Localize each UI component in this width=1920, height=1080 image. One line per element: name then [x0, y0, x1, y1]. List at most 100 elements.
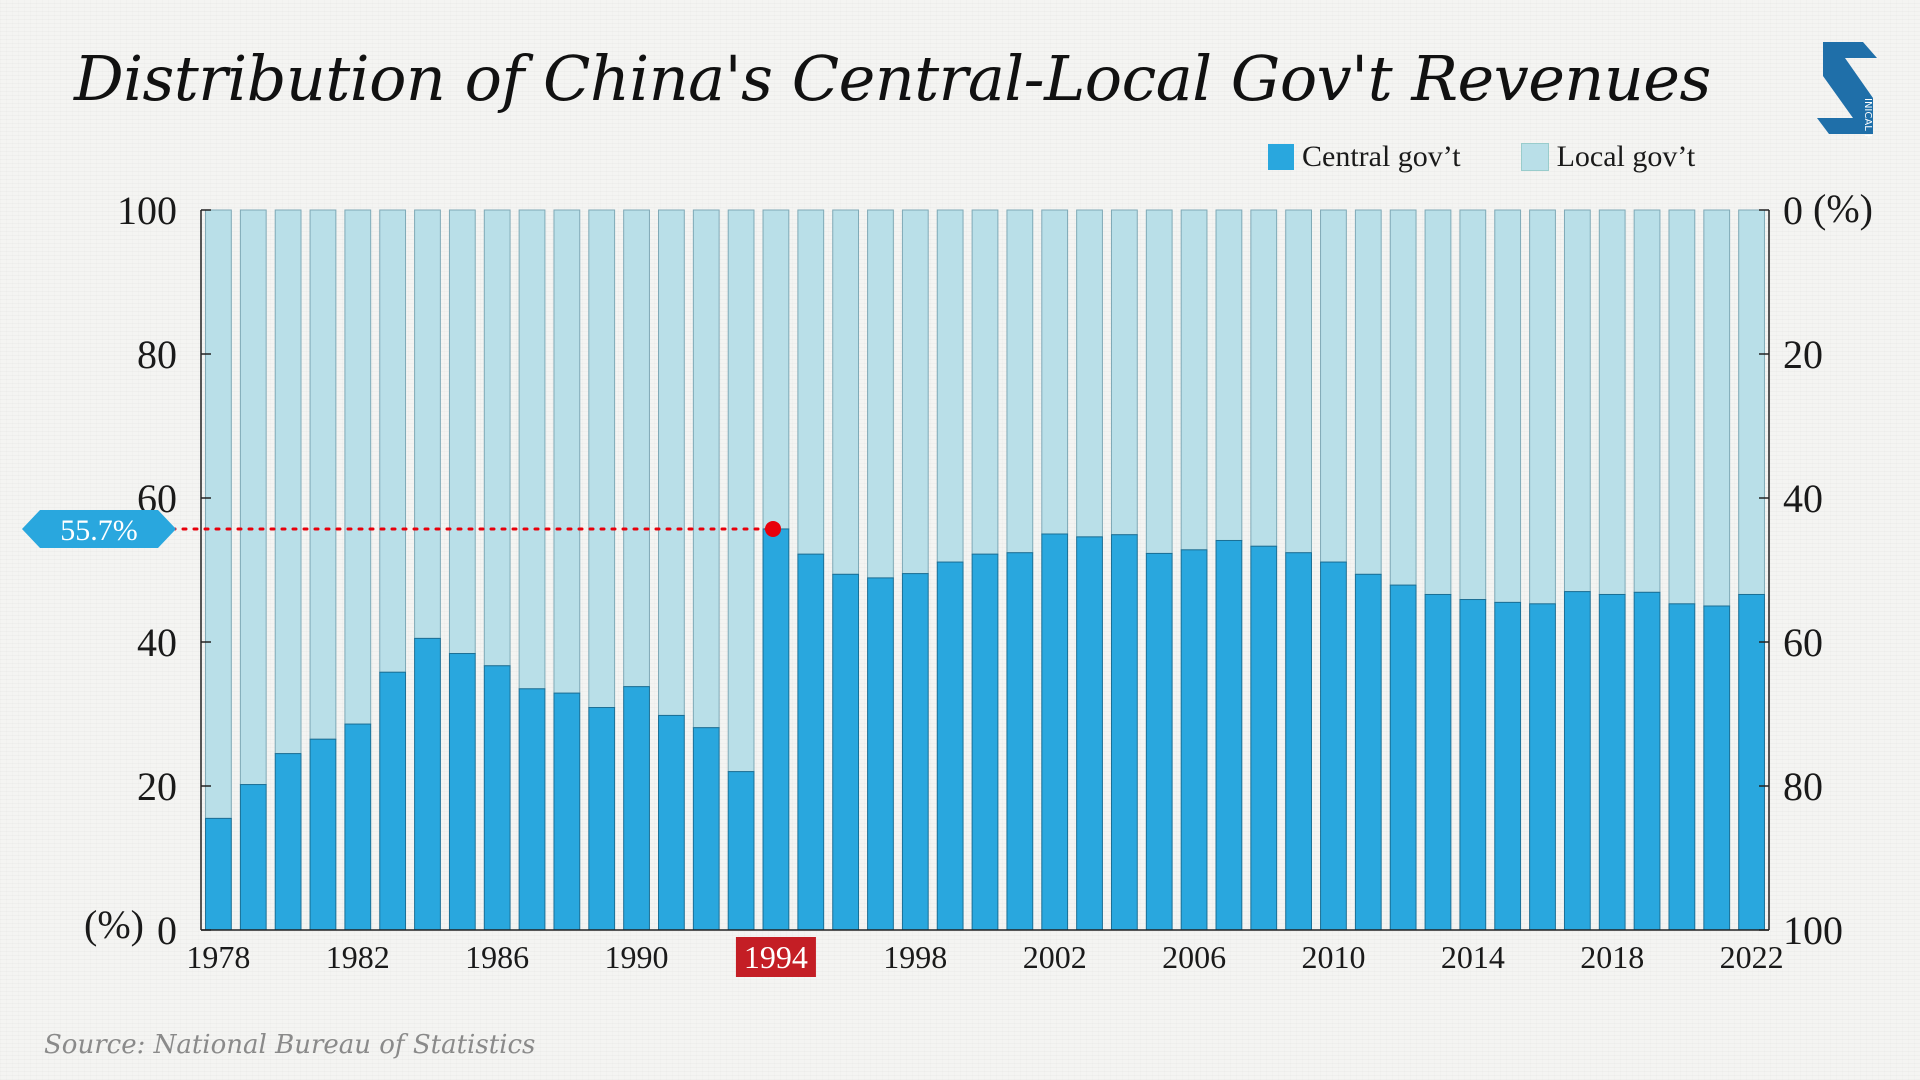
bar-local-2008 — [1250, 209, 1278, 547]
x-tick-label: 1982 — [326, 939, 390, 975]
x-tick-label: 1990 — [605, 939, 669, 975]
bar-local-1982 — [344, 209, 372, 725]
bar-local-1980 — [274, 209, 302, 755]
bar-central-1978 — [205, 817, 232, 931]
bar-local-1999 — [936, 209, 964, 563]
bar-local-1979 — [239, 209, 267, 786]
bar-central-2009 — [1285, 552, 1312, 931]
bar-local-1986 — [483, 209, 511, 667]
bar-central-2005 — [1145, 552, 1173, 931]
x-tick-label: 1986 — [465, 939, 529, 975]
bar-central-2018 — [1598, 593, 1626, 931]
bar-central-1999 — [936, 561, 964, 931]
bar-central-2002 — [1041, 533, 1069, 931]
bar-local-2017 — [1563, 209, 1591, 593]
y-right-tick-label: 20 — [1783, 332, 1823, 377]
legend-label-central: Central gov’t — [1302, 140, 1461, 173]
y-right-tick-label: 40 — [1783, 476, 1823, 521]
legend-swatch-central — [1268, 144, 1294, 170]
x-tick-label: 2002 — [1023, 939, 1087, 975]
logo-mark — [1817, 42, 1877, 134]
bar-central-2011 — [1354, 573, 1382, 931]
bar-central-1987 — [518, 688, 546, 931]
x-tick-label: 2018 — [1580, 939, 1644, 975]
bar-central-2013 — [1424, 593, 1452, 931]
bar-central-2010 — [1320, 561, 1347, 931]
y-right-unit-label: (%) — [1813, 186, 1873, 231]
bar-local-2007 — [1215, 209, 1243, 541]
bar-local-2011 — [1354, 209, 1382, 575]
annotation-group: 55.7% — [22, 509, 782, 548]
x-tick-label: 1998 — [883, 939, 947, 975]
bar-local-2012 — [1389, 209, 1417, 586]
logo-text: INICAL HINA — [1862, 98, 1873, 138]
bar-local-2006 — [1180, 209, 1208, 551]
bar-central-2014 — [1459, 599, 1487, 931]
source-note: Source: National Bureau of Statistics — [44, 1030, 536, 1060]
bar-local-2019 — [1633, 209, 1661, 593]
bar-local-1996 — [832, 209, 860, 575]
bar-local-1998 — [901, 209, 929, 575]
legend-label-local: Local gov’t — [1556, 140, 1696, 173]
y-left-tick-label: 100 — [117, 188, 177, 233]
bar-local-2020 — [1668, 209, 1696, 605]
bar-local-2013 — [1424, 209, 1452, 595]
bar-local-1978 — [205, 209, 232, 819]
bar-central-2022 — [1738, 593, 1765, 931]
bar-central-1998 — [901, 573, 929, 931]
bar-central-2000 — [971, 553, 999, 931]
bar-local-1985 — [448, 209, 476, 655]
bar-central-1996 — [832, 573, 860, 931]
legend-item-central: Central gov’t — [1268, 140, 1461, 174]
annotation-callout-label: 55.7% — [60, 514, 138, 547]
bar-local-2021 — [1703, 209, 1731, 607]
bar-central-2020 — [1668, 603, 1696, 931]
bar-central-1982 — [344, 723, 372, 931]
bar-local-2004 — [1110, 209, 1138, 536]
bar-local-1981 — [309, 209, 337, 740]
bar-central-2001 — [1006, 552, 1034, 931]
bar-central-1995 — [797, 553, 825, 931]
bar-central-1983 — [379, 671, 407, 931]
bar-central-2015 — [1494, 601, 1522, 931]
bar-local-1992 — [692, 209, 720, 729]
bar-central-1979 — [239, 784, 267, 931]
logo-icon: INICAL HINA — [1817, 42, 1877, 138]
bar-local-2015 — [1494, 209, 1522, 603]
bar-central-1992 — [692, 727, 720, 931]
bar-local-2009 — [1285, 209, 1312, 554]
y-left-tick-label: 40 — [137, 620, 177, 665]
bar-local-1991 — [658, 209, 685, 716]
y-right-tick-label: 0 — [1783, 188, 1803, 233]
bar-central-1984 — [414, 637, 441, 931]
bar-local-2014 — [1459, 209, 1487, 601]
bar-central-1994 — [762, 528, 790, 931]
bar-central-1985 — [448, 653, 476, 931]
x-tick-label: 2010 — [1301, 939, 1365, 975]
bar-local-1987 — [518, 209, 546, 690]
legend-item-local: Local gov’t — [1520, 140, 1696, 174]
legend-swatch-local — [1520, 143, 1549, 171]
x-tick-label-highlighted: 1994 — [744, 939, 808, 975]
bar-local-1994 — [762, 209, 790, 530]
x-tick-label: 2014 — [1441, 939, 1505, 975]
bar-central-1997 — [867, 577, 894, 931]
y-right-tick-label: 60 — [1783, 620, 1823, 665]
bar-central-2016 — [1529, 603, 1556, 931]
bar-central-2008 — [1250, 545, 1278, 931]
bar-local-1993 — [727, 209, 755, 773]
bar-local-2018 — [1598, 209, 1626, 595]
y-right-tick-label: 100 — [1783, 908, 1843, 953]
x-tick-label: 2006 — [1162, 939, 1226, 975]
bar-central-2012 — [1389, 584, 1417, 931]
bar-central-1989 — [588, 707, 616, 931]
bar-central-1981 — [309, 738, 337, 931]
bar-central-2017 — [1563, 591, 1591, 931]
bar-central-1980 — [274, 753, 302, 931]
bar-central-1986 — [483, 665, 511, 931]
bar-central-1993 — [727, 771, 755, 931]
y-left-unit-label: (%) — [84, 902, 144, 947]
bar-local-1983 — [379, 209, 407, 673]
bar-local-2016 — [1529, 209, 1556, 605]
